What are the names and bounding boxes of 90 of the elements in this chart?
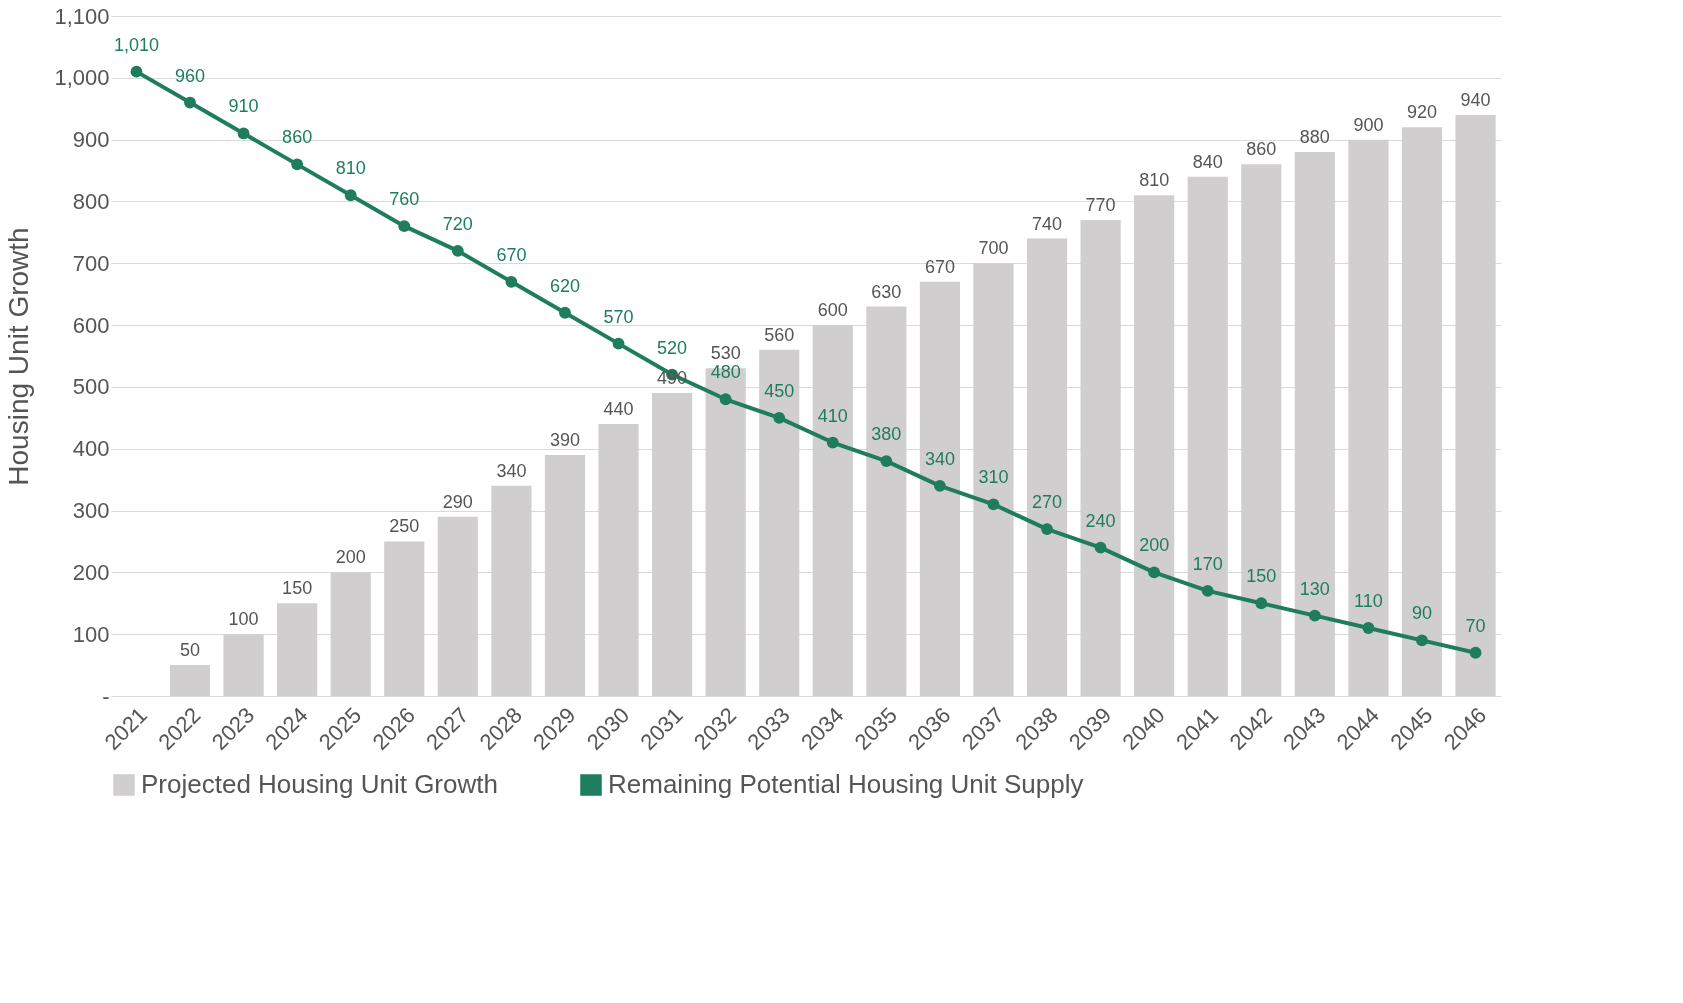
- data-label: 110: [1354, 591, 1383, 611]
- y-tick-label: 400: [72, 436, 110, 462]
- data-label: 70: [1465, 615, 1486, 636]
- data-label: 940: [1460, 89, 1491, 110]
- data-label: 340: [924, 448, 955, 469]
- data-label: 240: [1085, 510, 1116, 531]
- y-axis-title: Housing Unit Growth: [3, 227, 35, 486]
- data-label: 740: [1032, 213, 1063, 234]
- data-label: 600: [817, 300, 848, 321]
- data-label: 100: [228, 609, 259, 630]
- data-label: 1,010: [113, 34, 159, 55]
- data-label: 50: [179, 640, 201, 661]
- data-label: 670: [924, 256, 955, 277]
- point: [880, 455, 893, 467]
- data-label: 170: [1192, 553, 1223, 574]
- point: [1255, 597, 1268, 610]
- data-label: 720: [442, 213, 473, 234]
- point: [1148, 566, 1161, 579]
- data-label: 250: [389, 516, 420, 537]
- point: [1416, 634, 1428, 647]
- data-label: 860: [282, 127, 313, 148]
- data-label: 150: [1246, 566, 1277, 587]
- data-label: 700: [978, 238, 1009, 259]
- point: [559, 306, 571, 319]
- legend-label: Remaining Potential Housing Unit Supply: [608, 769, 1084, 799]
- y-tick-label: 600: [72, 312, 110, 338]
- y-tick-label: 300: [72, 498, 110, 524]
- data-label: 410: [817, 405, 848, 426]
- data-label: 290: [442, 491, 473, 512]
- data-label: 90: [1411, 603, 1433, 624]
- point: [987, 498, 1000, 511]
- data-label: 560: [764, 324, 795, 345]
- point: [934, 479, 946, 492]
- y-tick-label: 1,000: [54, 65, 110, 91]
- data-label: 880: [1299, 127, 1330, 147]
- point: [719, 393, 732, 406]
- point: [1041, 523, 1053, 535]
- data-label: 200: [1139, 535, 1170, 556]
- data-label: 200: [335, 547, 366, 568]
- data-label: 570: [603, 306, 634, 327]
- point: [398, 220, 411, 233]
- data-label: 450: [764, 380, 795, 401]
- data-label: 760: [389, 189, 420, 210]
- y-tick-label: 700: [72, 250, 110, 276]
- data-label: 150: [282, 578, 313, 599]
- y-tick-label: 500: [72, 374, 110, 400]
- legend-label: Projected Housing Unit Growth: [141, 769, 498, 799]
- data-label: 530: [710, 343, 741, 364]
- y-tick-label: 1,100: [54, 3, 110, 29]
- point: [130, 65, 143, 78]
- data-label: 770: [1085, 195, 1116, 215]
- data-label: 310: [978, 467, 1009, 488]
- data-label: 130: [1299, 578, 1330, 599]
- point: [505, 275, 518, 288]
- point: [773, 411, 786, 424]
- point: [184, 96, 196, 109]
- point: [1362, 622, 1375, 634]
- data-label: 480: [710, 362, 741, 383]
- data-label: 670: [496, 244, 527, 265]
- data-label: 920: [1406, 102, 1438, 123]
- point: [826, 436, 839, 449]
- data-label: 860: [1246, 139, 1277, 160]
- point: [291, 158, 304, 171]
- point: [344, 189, 357, 202]
- data-label: 960: [174, 65, 206, 86]
- point: [1308, 609, 1321, 622]
- y-tick-label: 200: [72, 559, 110, 585]
- data-label: 380: [871, 424, 902, 445]
- point: [612, 337, 625, 350]
- point: [237, 127, 250, 140]
- data-label: 270: [1032, 492, 1063, 513]
- data-label: 630: [871, 281, 902, 302]
- point: [451, 245, 464, 257]
- data-label: 810: [1139, 170, 1170, 191]
- point: [1201, 585, 1214, 597]
- y-tick-label: -: [102, 683, 110, 709]
- y-tick-label: 100: [72, 621, 110, 647]
- data-label: 390: [549, 429, 580, 450]
- point: [1469, 646, 1482, 659]
- data-label: 620: [549, 275, 580, 296]
- data-label: 840: [1192, 151, 1223, 172]
- y-tick-label: 900: [72, 127, 110, 153]
- data-label: 340: [496, 460, 527, 481]
- data-label: 520: [657, 337, 688, 358]
- data-label: 910: [228, 96, 259, 117]
- data-label: 440: [603, 399, 634, 419]
- y-tick-label: 800: [72, 188, 110, 214]
- data-label: 810: [335, 158, 366, 179]
- point: [1094, 541, 1107, 554]
- data-label: 900: [1353, 114, 1384, 135]
